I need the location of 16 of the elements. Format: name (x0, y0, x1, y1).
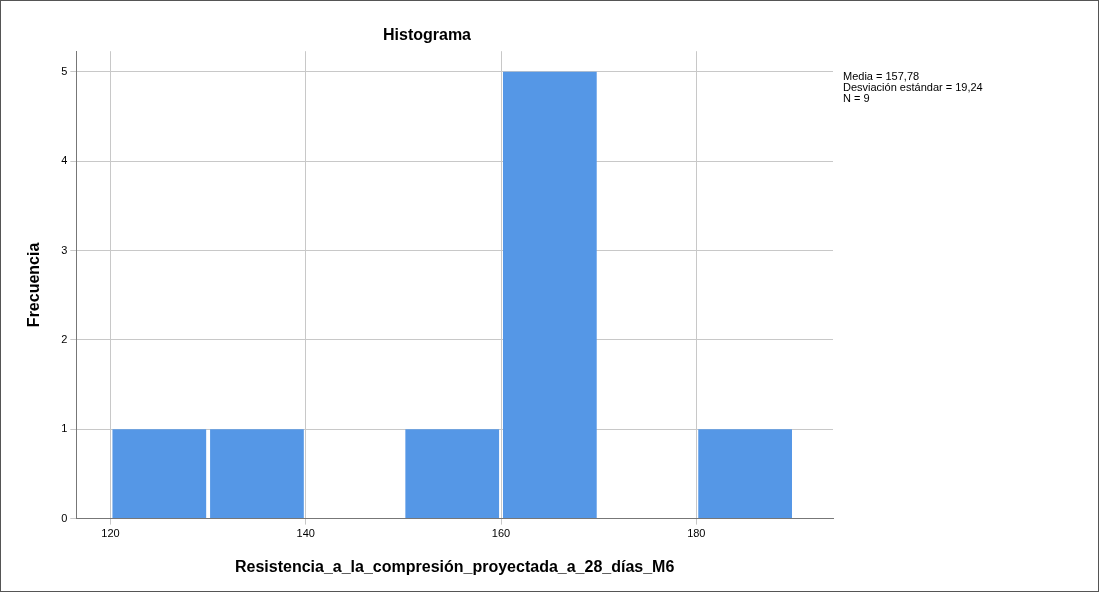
text: Media = 157,78 (843, 69, 920, 82)
x-tick-label: 120 (101, 527, 120, 540)
y-tick-label: 3 (61, 243, 68, 256)
y-tick-label: 0 (61, 511, 68, 524)
chart-title: Histograma (382, 26, 472, 44)
x-axis-title: Resistencia_a_la_compresión_proyectada_a_28_días_M6 (234, 557, 675, 575)
x-tick-label: 180 (687, 527, 706, 540)
y-tick-label: 2 (61, 332, 68, 345)
text: Desviación estándar = 19,24 (843, 80, 983, 93)
text: N = 9 (843, 91, 870, 104)
y-axis-title: Frecuencia (25, 242, 43, 328)
y-tick-label: 1 (61, 422, 68, 435)
x-tick-label: 140 (296, 527, 315, 540)
y-tick-label: 5 (61, 64, 68, 77)
x-tick-label: 160 (491, 527, 511, 540)
y-tick-label: 4 (61, 154, 68, 167)
